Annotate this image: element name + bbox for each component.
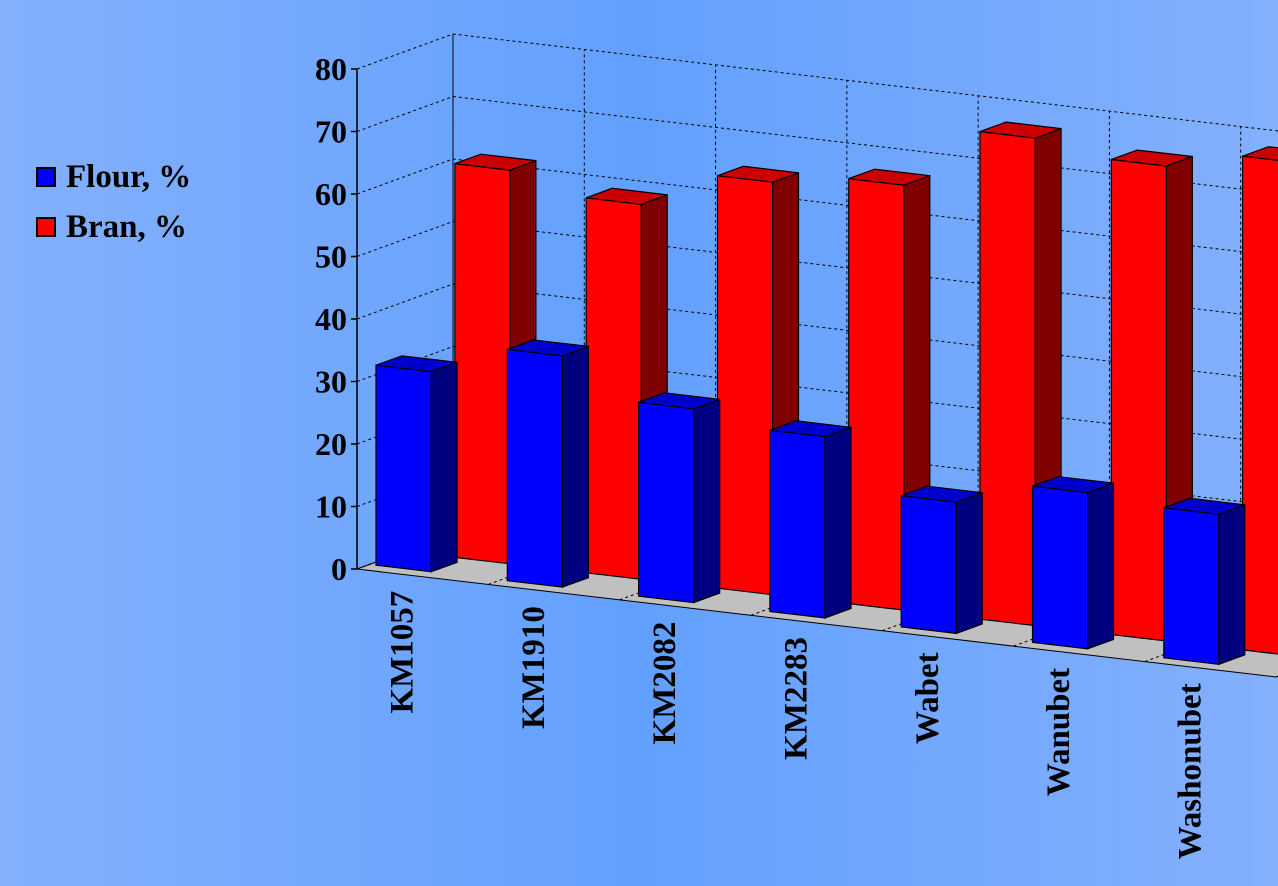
gridline-y — [356, 33, 1278, 132]
x-tick-label: KM1057 — [385, 591, 421, 714]
y-tick-label: 20 — [315, 426, 347, 462]
y-tick-label: 80 — [315, 51, 347, 87]
bar-side — [955, 491, 983, 635]
x-tick-label: KM1910 — [516, 606, 552, 729]
legend-item-bran: Bran, % — [36, 202, 191, 252]
bar-top — [848, 168, 931, 186]
bar-side — [824, 426, 852, 619]
y-axis-ticks: 0 10 20 30 40 50 60 70 80 — [315, 51, 357, 587]
legend-swatch-flour — [36, 167, 56, 187]
bar-top — [375, 355, 458, 373]
bar-flour-Washonubet — [1163, 497, 1246, 666]
y-tick-label: 40 — [315, 301, 347, 337]
legend-label-bran: Bran, % — [66, 208, 188, 245]
bar-flour-Wabet — [900, 485, 983, 635]
x-tick-label: Wabet — [910, 652, 946, 744]
bar-top — [979, 121, 1062, 139]
legend-item-flour: Flour, % — [36, 152, 191, 202]
x-axis-labels: KM1057 KM1910 KM2082 KM2283 Wabet Wanubet Wash… — [385, 591, 1209, 860]
bar-top — [1163, 497, 1246, 515]
bar-front — [1241, 155, 1278, 655]
bar-top — [717, 165, 799, 183]
bar-top — [1111, 149, 1193, 167]
bar-top — [585, 187, 668, 205]
bar-flour-KM2283 — [769, 420, 852, 619]
bar-front — [1110, 158, 1168, 642]
bar-flour-KM1910 — [506, 339, 590, 588]
y-tick-label: 60 — [315, 176, 347, 212]
bar-front — [1031, 485, 1089, 650]
legend-label-flour: Flour, % — [66, 158, 192, 195]
legend: Flour, % Bran, % — [36, 152, 191, 252]
y-tick-label: 10 — [315, 489, 347, 525]
bar-top — [769, 420, 852, 438]
y-tick-label: 0 — [331, 551, 347, 587]
bar-top — [900, 485, 983, 503]
bar-bran-Washonubet — [1241, 146, 1278, 655]
bar-flour-KM2082 — [637, 392, 721, 604]
y-tick-label: 50 — [315, 239, 347, 275]
bar-front — [979, 130, 1036, 627]
bar-front — [375, 364, 432, 573]
bar-side — [693, 398, 721, 604]
x-tick-label: Washonubet — [1172, 683, 1208, 859]
bar-side — [1218, 503, 1246, 666]
bar-side — [1086, 482, 1115, 650]
x-tick-label: KM2082 — [647, 622, 683, 745]
bar-front — [1163, 507, 1220, 665]
bar-flour-KM1057 — [375, 355, 458, 573]
bar-front — [506, 348, 564, 588]
bar-front — [585, 197, 642, 580]
legend-swatch-bran — [36, 217, 56, 237]
bar-front — [637, 401, 695, 604]
y-tick-label: 70 — [315, 114, 347, 150]
x-tick-label: KM2283 — [779, 637, 815, 760]
bar-front — [769, 429, 826, 619]
bar-top — [454, 153, 537, 171]
bar-front — [454, 162, 511, 565]
bar-front — [716, 175, 774, 596]
bars-layer — [375, 121, 1278, 666]
bar-top — [507, 339, 589, 357]
x-tick-label: Wanubet — [1041, 668, 1077, 796]
bar-side — [561, 345, 590, 588]
bar-flour-Wanubet — [1031, 476, 1115, 650]
bar-top — [1242, 146, 1278, 161]
bar-top — [1032, 476, 1114, 494]
bar-side — [430, 361, 458, 573]
bar-front — [848, 177, 905, 611]
y-tick-label: 30 — [315, 364, 347, 400]
bar-top — [638, 392, 720, 410]
bar-front — [900, 495, 957, 635]
